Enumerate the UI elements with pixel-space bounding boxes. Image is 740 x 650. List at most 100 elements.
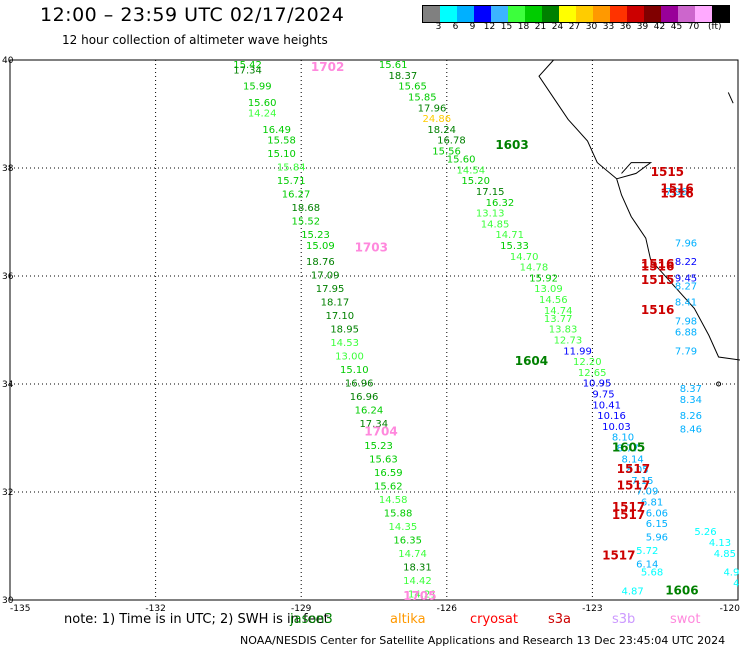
wave-height-value: 6.06	[646, 508, 668, 519]
wave-height-value: 15.09	[306, 241, 335, 252]
wave-height-value: 5.96	[646, 533, 668, 544]
wave-height-value: 24.86	[423, 114, 452, 125]
wave-height-value: 15.10	[267, 149, 296, 160]
colorbar-label: 33	[602, 22, 615, 32]
colorbar-swatch	[661, 6, 678, 22]
pass-label: 1517	[602, 549, 635, 563]
colorbar	[422, 5, 730, 23]
wave-height-value: 14.71	[495, 230, 524, 241]
lat-tick-label: 40	[2, 56, 14, 66]
wave-height-value: 17.15	[476, 187, 505, 198]
wave-height-value: 17.09	[311, 271, 340, 282]
lon-tick-label: -126	[437, 604, 458, 614]
wave-height-value: 4.13	[709, 538, 731, 549]
wave-height-value: 8.10	[612, 433, 634, 444]
wave-height-value: 8.37	[680, 384, 702, 395]
legend-item-swot: swot	[670, 612, 701, 627]
wave-height-value: 12.65	[578, 368, 607, 379]
wave-height-value: 5.26	[694, 527, 716, 538]
map-title: 12:00 – 23:59 UTC 02/17/2024	[40, 4, 345, 26]
wave-height-value: 13.77	[544, 314, 573, 325]
lat-tick-label: 32	[2, 488, 13, 498]
wave-height-value: 8.14	[622, 454, 644, 465]
pass-label: 1517	[612, 508, 645, 522]
legend-item-s3a: s3a	[548, 612, 572, 627]
wave-height-value: 4.85	[714, 549, 736, 560]
pass-label: 1515	[641, 273, 674, 287]
pass-label: 1705	[403, 589, 436, 603]
wave-height-value: 8.05	[626, 465, 648, 476]
pass-label: 1516	[660, 181, 693, 195]
wave-height-value: 15.63	[369, 454, 398, 465]
wave-height-value: 15.99	[243, 82, 272, 93]
wave-height-value: 8.77	[617, 444, 639, 455]
wave-height-value: 16.27	[282, 190, 311, 201]
wave-height-value: 15.56	[432, 147, 461, 158]
wave-height-value: 15.23	[364, 441, 393, 452]
colorbar-label: 45	[670, 22, 683, 32]
wave-height-value: 15.60	[248, 98, 277, 109]
legend-item-altika: altika	[390, 612, 426, 627]
wave-height-value: 15.60	[447, 155, 476, 166]
wave-height-value: 15.10	[340, 365, 369, 376]
wave-height-value: 7.15	[631, 476, 653, 487]
wave-height-value: 10.03	[602, 422, 631, 433]
wave-height-value: 9.75	[592, 390, 614, 401]
lat-tick-label: 30	[2, 596, 14, 606]
wave-height-value: 15.61	[379, 60, 408, 71]
wave-height-value: 5.72	[636, 546, 658, 557]
wave-height-value: 15.20	[461, 176, 490, 187]
wave-height-value: 13.09	[534, 284, 563, 295]
colorbar-swatch	[508, 6, 525, 22]
colorbar-swatch	[678, 6, 695, 22]
wave-height-value: 16.49	[262, 125, 291, 136]
colorbar-swatch	[627, 6, 644, 22]
colorbar-swatch	[474, 6, 491, 22]
wave-height-value: 18.24	[427, 125, 456, 136]
colorbar-label: 9	[469, 22, 476, 32]
lat-tick-label: 38	[2, 164, 14, 174]
wave-height-value: 7.96	[665, 187, 687, 198]
wave-height-value: 7.79	[675, 346, 697, 357]
wave-height-value: 17.34	[359, 419, 388, 430]
colorbar-label: 30	[585, 22, 598, 32]
wave-height-value: 16.96	[350, 392, 379, 403]
wave-height-value: 15.23	[301, 230, 330, 241]
wave-height-value: 8.46	[680, 425, 702, 436]
wave-height-value: 9.45	[675, 273, 697, 284]
colorbar-label: 12	[483, 22, 496, 32]
lon-tick-label: -135	[10, 604, 30, 614]
colorbar-label: 15	[500, 22, 513, 32]
wave-height-value: 15.33	[500, 241, 529, 252]
wave-height-value: 16.24	[355, 406, 384, 417]
wave-height-value: 14.21	[408, 589, 437, 600]
wave-height-value: 16.96	[345, 379, 374, 390]
bay-outline	[616, 162, 653, 180]
wave-height-value: 18.76	[306, 257, 335, 268]
colorbar-swatch	[695, 6, 712, 22]
wave-height-value: 13.83	[549, 325, 578, 336]
credit-line: NOAA/NESDIS Center for Satellite Applica…	[240, 634, 726, 647]
coastline	[538, 59, 740, 361]
wave-height-value: 15.92	[529, 273, 558, 284]
wave-height-value: 5.68	[641, 568, 663, 579]
wave-height-value: 4.87	[622, 587, 644, 598]
wave-height-value: 15.88	[384, 508, 413, 519]
wave-height-value: 4.93	[723, 568, 740, 579]
wave-height-value: 10.16	[597, 411, 626, 422]
colorbar-label: 70	[687, 22, 700, 32]
pass-label: 1605	[612, 441, 645, 455]
wave-height-value: 15.62	[374, 481, 403, 492]
pass-label: 1516	[641, 257, 674, 271]
wave-height-value: 7.09	[636, 487, 658, 498]
legend-item-jason3: jason3	[290, 612, 333, 627]
pass-label: 1702	[311, 60, 344, 74]
colorbar-label: 27	[568, 22, 581, 32]
colorbar-swatch	[610, 6, 627, 22]
pass-label: 1703	[355, 241, 388, 255]
island	[716, 381, 722, 387]
pass-label: 1606	[665, 584, 698, 598]
wave-height-value: 14.35	[389, 522, 418, 533]
colorbar-label: 42	[653, 22, 666, 32]
